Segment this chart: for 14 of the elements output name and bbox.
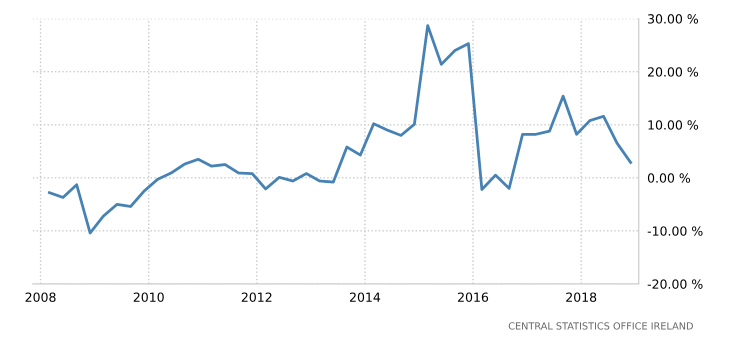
x-tick-label: 2008 xyxy=(26,292,56,302)
y-tick-label: -10.00 % xyxy=(648,226,703,236)
line-series xyxy=(48,24,632,234)
x-tick-label: 2010 xyxy=(134,292,164,302)
x-tick-label: 2012 xyxy=(242,292,272,302)
y-tick-label: 0.00 % xyxy=(648,173,690,183)
y-tick-label: 20.00 % xyxy=(648,67,698,77)
y-tick-label: -20.00 % xyxy=(648,279,703,289)
x-tick-label: 2014 xyxy=(350,292,380,302)
x-tick-label: 2018 xyxy=(566,292,596,302)
x-tick-label: 2016 xyxy=(458,292,488,302)
y-tick-label: 30.00 % xyxy=(648,14,698,24)
y-tick-label: 10.00 % xyxy=(648,120,698,130)
text: CENTRAL STATISTICS OFFICE IRELAND xyxy=(508,322,693,330)
